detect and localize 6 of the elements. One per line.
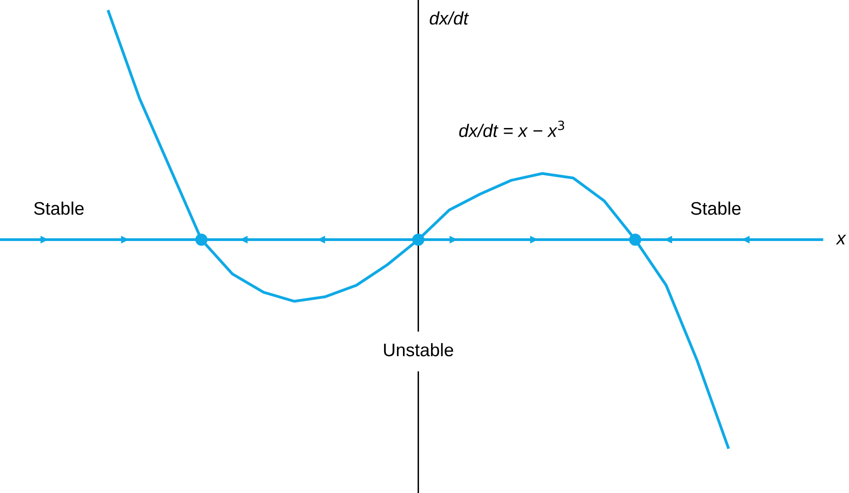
- y-axis-title: dx/dt: [430, 11, 469, 25]
- annotation: Unstable: [384, 343, 454, 356]
- text: x: [836, 234, 846, 244]
- annotation: dx/dt = x − x$^{3}$: [459, 120, 564, 138]
- annotation: Stable: [690, 202, 741, 215]
- text: Stable: [34, 202, 84, 215]
